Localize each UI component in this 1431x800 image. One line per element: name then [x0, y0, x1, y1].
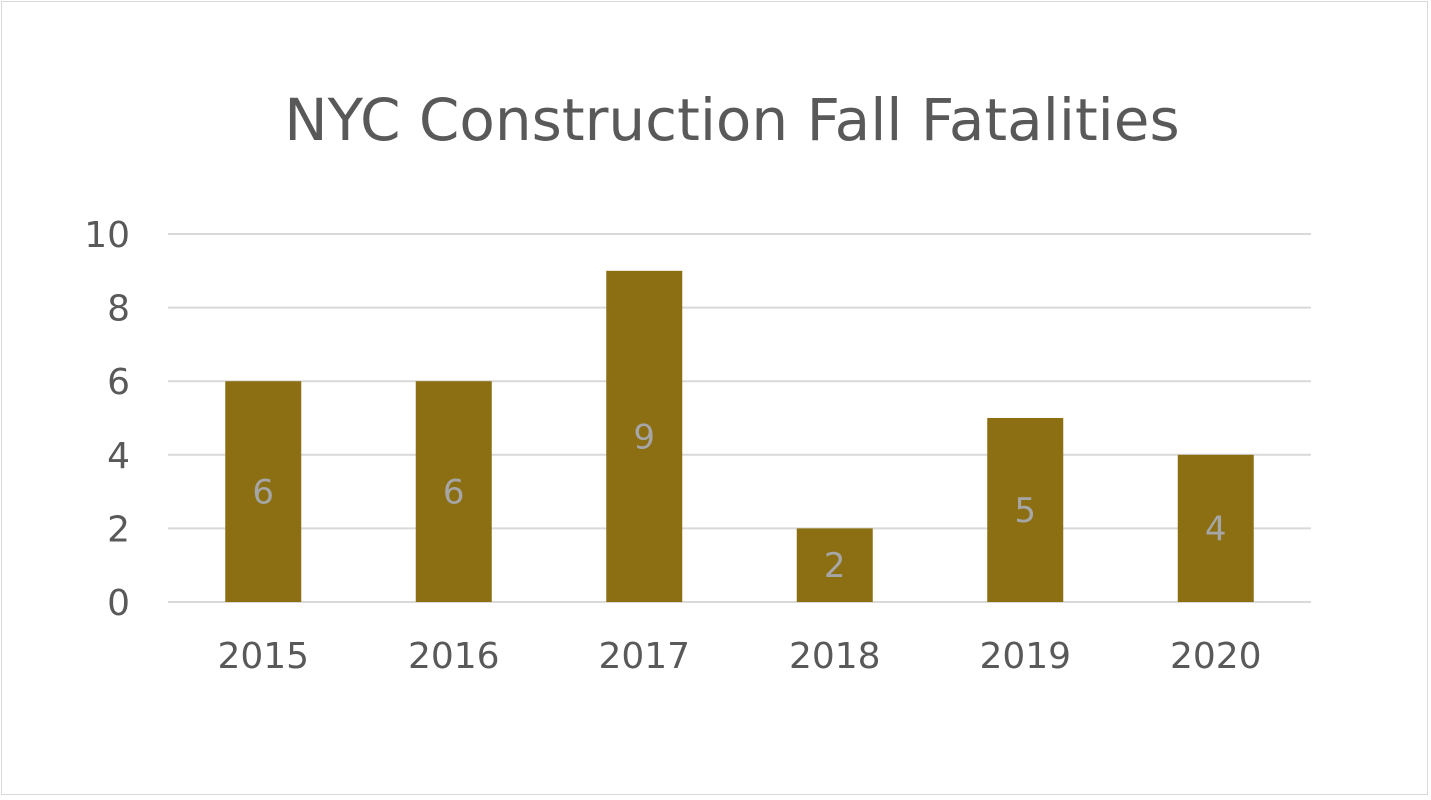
bar-2019	[987, 418, 1064, 602]
y-tick-label: 0	[107, 583, 130, 624]
x-axis-tick-labels: 2015 2016 2017 2018 2019 2020	[217, 636, 1261, 677]
chart-title: NYC Construction Fall Fatalities	[284, 86, 1179, 154]
data-label-2017: 9	[633, 417, 655, 457]
x-tick-label: 2016	[408, 636, 500, 677]
y-tick-label: 6	[107, 362, 130, 403]
y-tick-label: 2	[107, 509, 130, 550]
bar-2020	[1177, 454, 1254, 602]
x-tick-label: 2015	[217, 636, 309, 677]
x-tick-label: 2017	[598, 636, 690, 677]
y-tick-label: 10	[84, 215, 130, 256]
bar-2016	[415, 381, 492, 602]
data-label-2018: 2	[824, 546, 846, 586]
y-tick-label: 4	[107, 436, 130, 477]
data-labels: 6 6 9 2 5 4	[252, 417, 1226, 586]
bar-2015	[225, 381, 302, 602]
y-tick-label: 8	[107, 289, 130, 330]
gridlines	[168, 233, 1311, 603]
bar-2018	[796, 528, 873, 602]
data-label-2016: 6	[443, 473, 465, 513]
x-tick-label: 2019	[979, 636, 1071, 677]
x-tick-label: 2020	[1170, 636, 1262, 677]
bar-2017	[606, 270, 683, 602]
data-label-2019: 5	[1014, 491, 1036, 531]
y-axis-tick-labels: 0 2 4 6 8 10	[84, 215, 130, 624]
bars	[225, 270, 1254, 602]
x-tick-label: 2018	[789, 636, 881, 677]
data-label-2020: 4	[1205, 509, 1227, 549]
data-label-2015: 6	[252, 473, 274, 513]
